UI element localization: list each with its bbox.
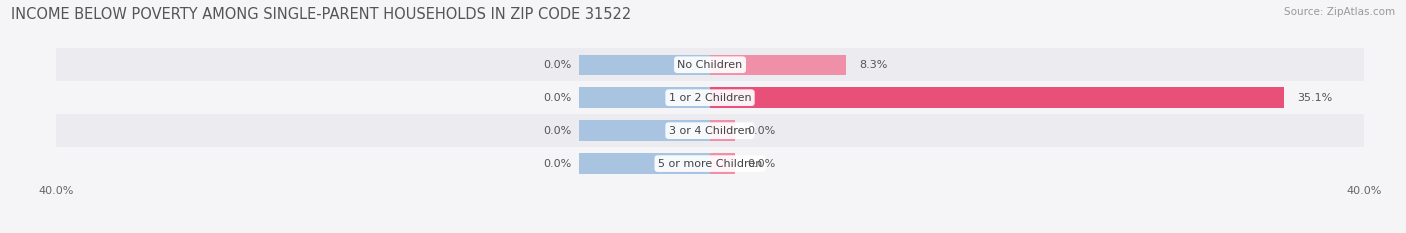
Bar bbox=[56, 81, 1364, 114]
Bar bbox=[710, 55, 845, 75]
Text: 8.3%: 8.3% bbox=[859, 60, 887, 70]
Text: 0.0%: 0.0% bbox=[543, 60, 571, 70]
Text: 1 or 2 Children: 1 or 2 Children bbox=[669, 93, 751, 103]
Bar bbox=[579, 87, 710, 108]
Text: INCOME BELOW POVERTY AMONG SINGLE-PARENT HOUSEHOLDS IN ZIP CODE 31522: INCOME BELOW POVERTY AMONG SINGLE-PARENT… bbox=[11, 7, 631, 22]
Text: 0.0%: 0.0% bbox=[543, 93, 571, 103]
Bar bbox=[579, 55, 710, 75]
Bar bbox=[56, 114, 1364, 147]
Text: 0.0%: 0.0% bbox=[543, 159, 571, 169]
Text: Source: ZipAtlas.com: Source: ZipAtlas.com bbox=[1284, 7, 1395, 17]
Bar bbox=[710, 120, 734, 141]
Text: 3 or 4 Children: 3 or 4 Children bbox=[669, 126, 751, 136]
Text: 5 or more Children: 5 or more Children bbox=[658, 159, 762, 169]
Bar bbox=[56, 147, 1364, 180]
Bar bbox=[579, 153, 710, 174]
Bar bbox=[710, 87, 1284, 108]
Text: 0.0%: 0.0% bbox=[748, 126, 776, 136]
Bar bbox=[56, 48, 1364, 81]
Text: 35.1%: 35.1% bbox=[1296, 93, 1331, 103]
Text: No Children: No Children bbox=[678, 60, 742, 70]
Bar bbox=[710, 153, 734, 174]
Text: 0.0%: 0.0% bbox=[543, 126, 571, 136]
Bar bbox=[579, 120, 710, 141]
Text: 0.0%: 0.0% bbox=[748, 159, 776, 169]
